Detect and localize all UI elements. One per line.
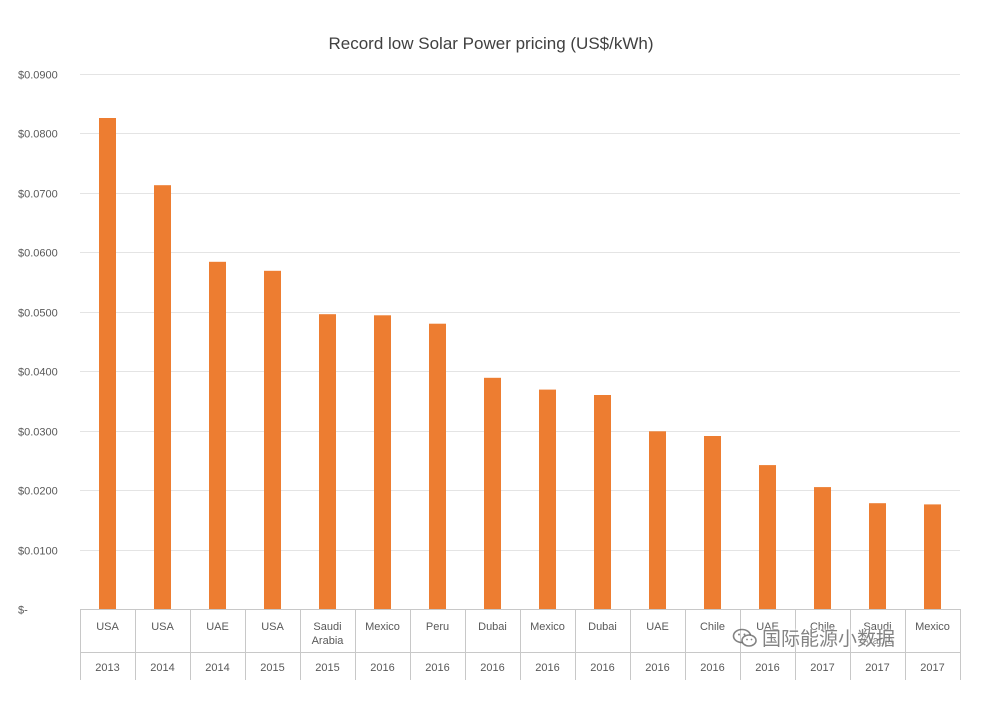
bar (924, 504, 941, 609)
bar (869, 503, 886, 609)
x-year-label: 2016 (480, 662, 504, 674)
y-tick-label: $0.0800 (18, 129, 58, 141)
gridlines (80, 74, 960, 551)
x-category-label: USA (261, 621, 284, 633)
y-tick-label: $0.0900 (18, 70, 58, 82)
x-category-label: UAE (756, 621, 779, 633)
y-tick-label: $0.0500 (18, 308, 58, 320)
x-category-label: UAE (646, 621, 669, 633)
x-category-label: Peru (426, 621, 449, 633)
x-year-label: 2017 (810, 662, 834, 674)
x-year-label: 2016 (700, 662, 724, 674)
bars (99, 118, 941, 609)
y-tick-label: $0.0600 (18, 248, 58, 260)
x-year-label: 2014 (205, 662, 229, 674)
x-category-label: Chile (810, 621, 835, 633)
x-category-label: USA (151, 621, 174, 633)
bar (484, 377, 501, 609)
x-year-label: 2016 (645, 662, 669, 674)
x-year-label: 2017 (865, 662, 889, 674)
x-category-label: UAE (206, 621, 229, 633)
bar (154, 185, 171, 609)
x-year-label: 2015 (260, 662, 284, 674)
bar (704, 436, 721, 609)
bar (539, 389, 556, 609)
y-axis-tick-labels: $- $0.0100 $0.0200 $0.0300 $0.0400 $0.0500 $0.… (18, 70, 58, 617)
x-year-label: 2015 (315, 662, 339, 674)
x-category-label: Mexico (915, 621, 950, 633)
bar (264, 270, 281, 609)
x-year-label: 2016 (370, 662, 394, 674)
bar (429, 323, 446, 609)
x-year-label: 2013 (95, 662, 119, 674)
x-category-label: Chile (700, 621, 725, 633)
y-tick-label: $0.0700 (18, 189, 58, 201)
y-tick-label: $0.0100 (18, 546, 58, 558)
y-tick-label: $0.0300 (18, 427, 58, 439)
bar (319, 314, 336, 609)
x-year-label: 2016 (590, 662, 614, 674)
x-year-label: 2016 (755, 662, 779, 674)
x-category-label: USA (96, 621, 119, 633)
bar (649, 431, 666, 609)
x-category-label: Mexico (365, 621, 400, 633)
watermark-text: 国际能源小数据 (762, 628, 896, 650)
bar (594, 395, 611, 609)
x-category-label: Mexico (530, 621, 565, 633)
x-year-label: 2017 (920, 662, 944, 674)
y-tick-label: $0.0200 (18, 486, 58, 498)
x-category-label: Saudi Arabia (862, 621, 895, 647)
y-tick-label: $- (18, 605, 28, 617)
x-year-label: 2016 (425, 662, 449, 674)
x-axis-category-table: USA 2013 USA 2014 UAE 2014 USA 2015 Saudi Arabia 2… (80, 609, 961, 680)
x-year-label: 2016 (535, 662, 559, 674)
bar (99, 118, 116, 609)
x-year-label: 2014 (150, 662, 174, 674)
watermark: 国际能源小数据 (732, 624, 895, 651)
x-category-label: Dubai (478, 621, 507, 633)
wechat-icon (732, 628, 757, 647)
bar (374, 315, 391, 609)
x-category-label: Dubai (588, 621, 617, 633)
x-category-label: Saudi Arabia (312, 621, 345, 647)
bar (759, 465, 776, 609)
bar (814, 487, 831, 609)
chart-title: Record low Solar Power pricing (US$/kWh) (329, 34, 654, 53)
bar (209, 261, 226, 609)
y-tick-label: $0.0400 (18, 367, 58, 379)
